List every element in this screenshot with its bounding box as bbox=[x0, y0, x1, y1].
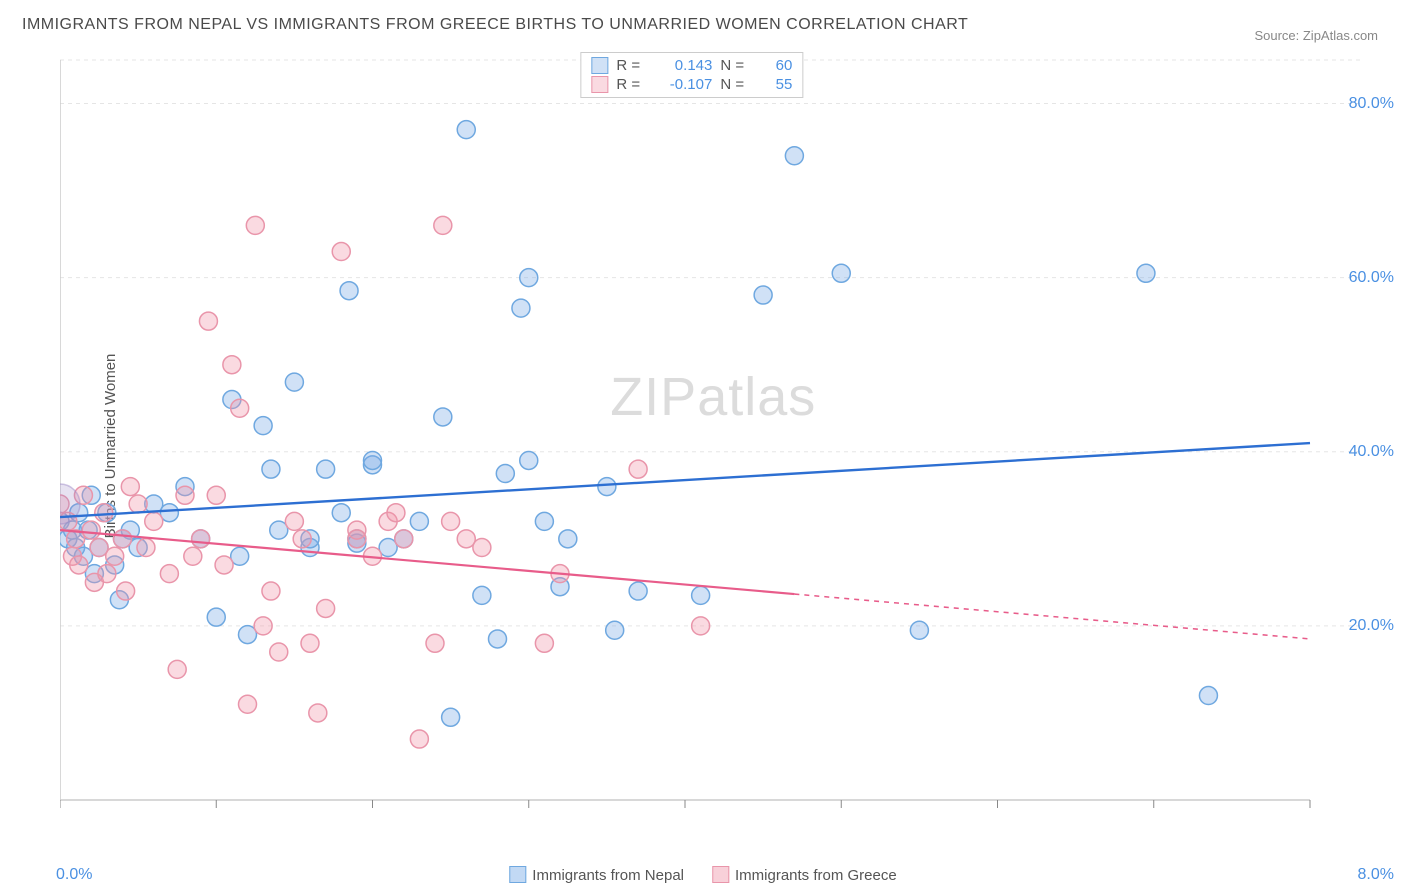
r-value: 0.143 bbox=[654, 57, 712, 74]
y-tick-label: 60.0% bbox=[1349, 269, 1394, 287]
y-tick-label: 80.0% bbox=[1349, 95, 1394, 113]
x-tick-max: 8.0% bbox=[1358, 866, 1394, 884]
stats-legend: R = 0.143 N = 60 R = -0.107 N = 55 bbox=[580, 52, 803, 98]
chart-title: IMMIGRANTS FROM NEPAL VS IMMIGRANTS FROM… bbox=[22, 16, 968, 34]
swatch-icon bbox=[509, 866, 526, 883]
legend-label: Immigrants from Greece bbox=[735, 867, 897, 884]
legend-label: Immigrants from Nepal bbox=[532, 867, 684, 884]
n-label: N = bbox=[720, 57, 750, 74]
r-label: R = bbox=[616, 57, 646, 74]
scatter-plot bbox=[60, 50, 1370, 840]
series-legend: Immigrants from Nepal Immigrants from Gre… bbox=[509, 866, 896, 884]
swatch-icon bbox=[712, 866, 729, 883]
n-value: 55 bbox=[758, 76, 792, 93]
r-value: -0.107 bbox=[654, 76, 712, 93]
swatch-icon bbox=[591, 76, 608, 93]
stats-legend-row: R = 0.143 N = 60 bbox=[591, 56, 792, 75]
r-label: R = bbox=[616, 76, 646, 93]
swatch-icon bbox=[591, 57, 608, 74]
legend-item: Immigrants from Nepal bbox=[509, 866, 684, 884]
n-label: N = bbox=[720, 76, 750, 93]
legend-item: Immigrants from Greece bbox=[712, 866, 897, 884]
chart-area: ZIPatlas bbox=[60, 50, 1370, 840]
n-value: 60 bbox=[758, 57, 792, 74]
stats-legend-row: R = -0.107 N = 55 bbox=[591, 75, 792, 94]
x-tick-min: 0.0% bbox=[56, 866, 92, 884]
source-label: Source: ZipAtlas.com bbox=[1254, 28, 1378, 43]
y-tick-label: 20.0% bbox=[1349, 617, 1394, 635]
y-tick-label: 40.0% bbox=[1349, 443, 1394, 461]
